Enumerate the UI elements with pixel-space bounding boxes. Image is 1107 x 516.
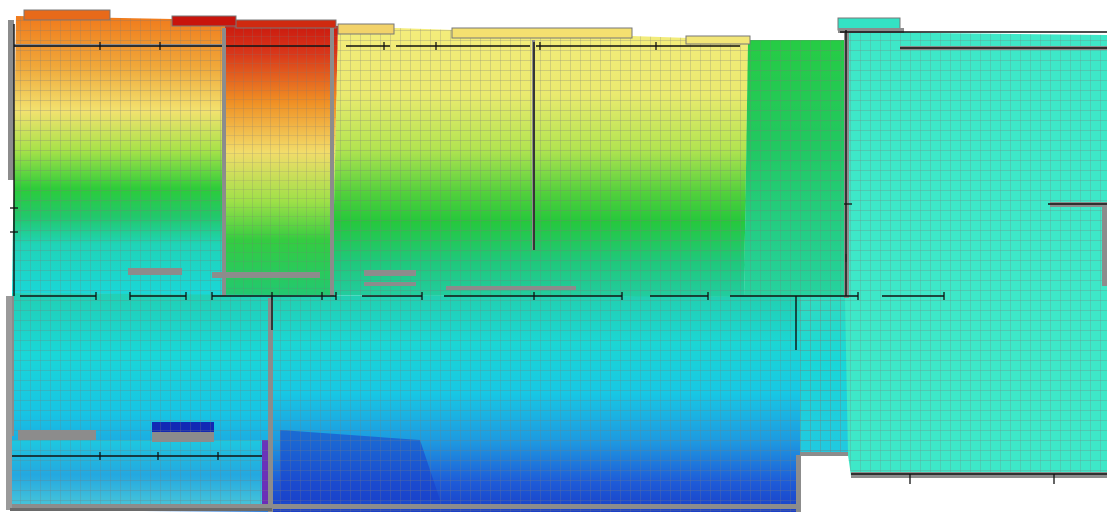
wall-left-outer (8, 20, 14, 180)
edge-tab-red-2 (235, 19, 337, 29)
edge-tab-yellow-3 (685, 35, 751, 45)
edge-tab-orange-left (23, 9, 111, 21)
wall-right-bottom (851, 472, 1107, 478)
wall-lower-left-2 (152, 432, 214, 442)
top-edge-tabs (23, 9, 901, 45)
support-lines (12, 24, 1107, 475)
wall-right-step-vert (796, 455, 801, 512)
wall-bottom-left (12, 504, 268, 510)
wall-mid-5 (446, 286, 576, 290)
wall-mid-2 (212, 272, 320, 278)
wall-mid-1 (128, 268, 182, 275)
mesh-overlay (10, 16, 1107, 512)
wall-mid-3 (364, 270, 416, 276)
edge-tab-yellow-2 (451, 27, 633, 39)
wall-right-top (838, 28, 904, 33)
wall-bottom-center (272, 504, 800, 509)
wall-right-step-horiz (800, 452, 848, 456)
edge-tab-yellow-1 (337, 23, 395, 35)
wall-red-bay-right (330, 28, 334, 296)
wall-mid-4 (364, 282, 416, 286)
wall-right-notch-vert (1102, 202, 1107, 286)
wall-lower-divider (268, 298, 273, 512)
wall-bay-divider (222, 28, 226, 296)
wall-lower-left-1 (18, 430, 96, 440)
support-ticks (10, 42, 1055, 484)
left-edge-band (6, 296, 12, 510)
edge-tab-red (171, 15, 237, 27)
bottom-left-edge (10, 508, 272, 511)
